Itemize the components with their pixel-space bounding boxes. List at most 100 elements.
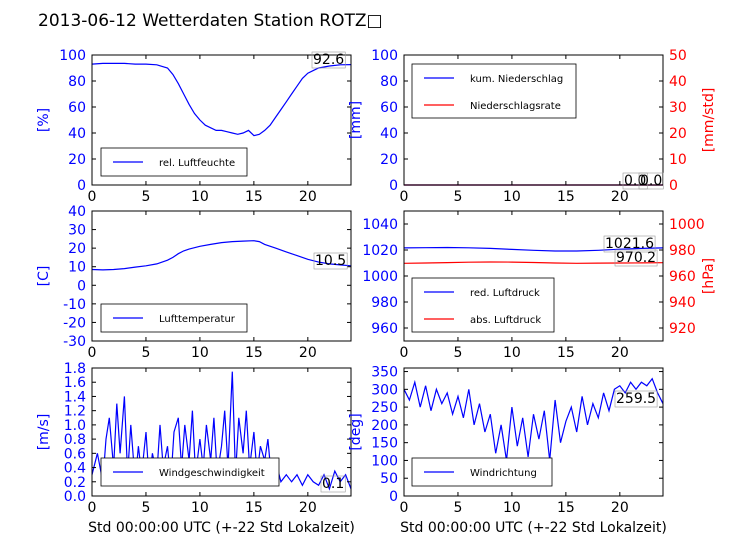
- y-tick-label-right: 960: [669, 269, 696, 285]
- y-tick-label: 150: [371, 436, 398, 452]
- y-tick-label: 350: [371, 365, 398, 381]
- legend-label: red. Luftdruck: [470, 288, 540, 299]
- x-tick-label: 15: [245, 500, 263, 516]
- last-value-box: [313, 252, 348, 270]
- y-tick-label: -30: [63, 334, 86, 350]
- last-value-box: [614, 249, 658, 267]
- legend: rel. Luftfeuchte: [100, 147, 248, 177]
- y-tick-label: 40: [380, 126, 398, 142]
- x-tick-label: 15: [557, 500, 575, 516]
- series-line-lufttemperatur: [91, 240, 352, 271]
- y-tick-label: 0: [389, 489, 398, 505]
- legend-box: [411, 63, 577, 119]
- y-tick-label: 100: [59, 48, 86, 64]
- legend-box: [411, 277, 555, 333]
- last-value-label: 0.1: [322, 476, 344, 492]
- last-value-box: [614, 390, 658, 408]
- last-value-label: 0.0: [640, 173, 662, 189]
- y-tick-label: 1040: [362, 217, 398, 233]
- series-line-abs-luftdruck: [403, 261, 664, 264]
- x-tick-label: 5: [453, 345, 462, 361]
- x-tick-label: 10: [191, 345, 209, 361]
- y-tick-label-right: 10: [669, 152, 687, 168]
- y-tick-label-right: 940: [669, 295, 696, 311]
- y-tick-label: 1.8: [64, 361, 86, 377]
- y-tick-label-right: 50: [669, 48, 687, 64]
- x-tick-label: 5: [453, 189, 462, 205]
- x-axis-label: Std 00:00:00 UTC (+-22 Std Lokalzeit): [88, 520, 355, 536]
- y-tick-label-right: 920: [669, 321, 696, 337]
- y-tick-label: 80: [68, 74, 86, 90]
- y-tick-label: 20: [68, 241, 86, 257]
- y-tick-label: 960: [371, 321, 398, 337]
- y-tick-label: 980: [371, 295, 398, 311]
- y-axis-label-right: [hPa]: [701, 258, 717, 294]
- y-tick-label-right: 1000: [669, 217, 705, 233]
- x-tick-label: 15: [557, 189, 575, 205]
- y-tick-label: 30: [68, 223, 86, 239]
- x-tick-label: 10: [503, 189, 521, 205]
- x-tick-label: 20: [299, 345, 317, 361]
- y-tick-label: 0: [77, 278, 86, 294]
- y-tick-label: 60: [380, 100, 398, 116]
- y-tick-label-right: 980: [669, 243, 696, 259]
- y-tick-label-right: 30: [669, 100, 687, 116]
- y-tick-label: 100: [371, 453, 398, 469]
- panel-middle-right: 0 5 10 15 20 960 980 1000 1020 1040 920 940 960 980 10…: [362, 210, 717, 361]
- last-value-box: [320, 475, 346, 493]
- y-tick-label: 0.0: [64, 489, 86, 505]
- x-tick-label: 20: [299, 189, 317, 205]
- panel-bottom-left: 0 5 10 15 20 0.00.20.40.60.81.01.21.41.61.8 [m…: [36, 361, 355, 536]
- chart-title: 2013-06-12 Wetterdaten Station ROTZ□: [38, 11, 383, 31]
- legend-label: rel. Luftfeuchte: [159, 158, 235, 169]
- x-tick-label: 10: [503, 345, 521, 361]
- y-tick-label: 1.2: [64, 404, 86, 420]
- x-tick-label: 0: [88, 500, 97, 516]
- y-tick-label: 0.4: [64, 461, 86, 477]
- x-tick-label: 15: [245, 345, 263, 361]
- y-tick-label: 100: [371, 48, 398, 64]
- last-value-label: 970.2: [616, 250, 656, 266]
- y-tick-label: 1020: [362, 243, 398, 259]
- y-tick-label-right: 40: [669, 74, 687, 90]
- y-tick-label: 1.0: [64, 418, 86, 434]
- y-tick-label: 20: [68, 152, 86, 168]
- y-tick-label: 0: [77, 178, 86, 194]
- x-tick-label: 0: [400, 345, 409, 361]
- y-tick-label: 0.8: [64, 432, 86, 448]
- x-tick-label: 15: [557, 345, 575, 361]
- y-tick-label: 1.4: [64, 389, 86, 405]
- last-value-label: 1021.6: [605, 236, 654, 252]
- y-axis-label: [%]: [36, 108, 52, 132]
- x-tick-label: 20: [611, 189, 629, 205]
- x-tick-label: 5: [141, 500, 150, 516]
- plot-frame: [91, 367, 352, 497]
- last-value-box: [638, 172, 664, 190]
- x-tick-label: 10: [503, 500, 521, 516]
- legend: red. Luftdruck abs. Luftdruck: [411, 277, 555, 333]
- y-axis-label: [deg]: [348, 413, 364, 450]
- y-tick-label: 10: [68, 260, 86, 276]
- y-tick-label: 1000: [362, 269, 398, 285]
- x-tick-label: 20: [611, 500, 629, 516]
- plot-frame: [91, 54, 352, 186]
- y-tick-label: 200: [371, 418, 398, 434]
- plot-frame: [403, 367, 664, 497]
- y-tick-label: 50: [380, 471, 398, 487]
- y-tick-label: 80: [380, 74, 398, 90]
- y-axis-label: [C]: [36, 266, 52, 287]
- y-tick-label: 40: [68, 204, 86, 220]
- legend: Windrichtung: [411, 457, 553, 487]
- x-tick-label: 15: [245, 189, 263, 205]
- y-tick-label-right: 0: [669, 178, 678, 194]
- last-value-box: [622, 172, 648, 190]
- x-tick-label: 20: [299, 500, 317, 516]
- y-tick-label-right: 20: [669, 126, 687, 142]
- x-tick-label: 0: [88, 189, 97, 205]
- legend-label: abs. Luftdruck: [470, 315, 541, 326]
- legend-label: Niederschlagsrate: [470, 101, 561, 112]
- y-tick-label: 20: [380, 152, 398, 168]
